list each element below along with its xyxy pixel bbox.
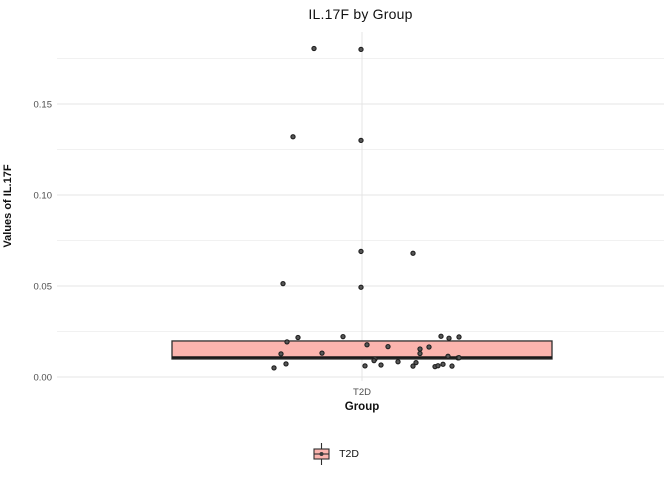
jitter-point xyxy=(371,357,377,364)
jitter-point xyxy=(340,333,346,340)
jitter-point xyxy=(358,284,364,290)
jitter-point xyxy=(295,334,301,341)
jitter-point xyxy=(456,334,462,340)
jitter-point xyxy=(449,363,455,369)
jitter-point xyxy=(319,350,325,356)
jitter-point xyxy=(446,335,452,341)
jitter-point xyxy=(290,134,296,140)
x-axis-title: Group xyxy=(344,401,380,413)
jitter-point xyxy=(395,359,401,365)
jitter-point xyxy=(410,250,416,256)
y-tick-label: 0.05 xyxy=(34,282,53,293)
jitter-point xyxy=(280,280,286,287)
jitter-point xyxy=(311,45,317,52)
jitter-point xyxy=(438,333,444,339)
jitter-point xyxy=(271,365,277,371)
legend: T2D xyxy=(0,441,672,467)
jitter-point xyxy=(378,362,384,368)
jitter-point xyxy=(362,363,368,369)
jitter-point xyxy=(278,351,284,357)
jitter-point xyxy=(445,353,451,359)
jitter-point xyxy=(358,248,364,255)
legend-label: T2D xyxy=(339,448,359,460)
jitter-point xyxy=(410,363,416,369)
jitter-point xyxy=(440,361,446,367)
jitter-point xyxy=(364,342,370,348)
jitter-point xyxy=(385,343,391,350)
y-tick-label: 0.00 xyxy=(34,373,53,384)
jitter-point xyxy=(417,346,423,352)
y-tick-label: 0.15 xyxy=(34,100,53,111)
x-tick-label: T2D xyxy=(353,387,371,398)
jitter-point xyxy=(283,361,289,367)
jitter-point xyxy=(358,137,364,144)
jitter-point xyxy=(456,355,462,361)
jitter-point xyxy=(358,46,364,53)
y-tick-label: 0.10 xyxy=(34,191,53,202)
jitter-point xyxy=(284,339,290,345)
jitter-point xyxy=(426,344,432,350)
chart-title: IL.17F by Group xyxy=(308,6,413,22)
boxplot-box xyxy=(171,340,553,360)
jitter-point xyxy=(413,359,419,366)
boxplot-key-icon xyxy=(313,443,330,465)
jitter-point xyxy=(417,350,423,357)
jitter-point xyxy=(435,363,441,369)
